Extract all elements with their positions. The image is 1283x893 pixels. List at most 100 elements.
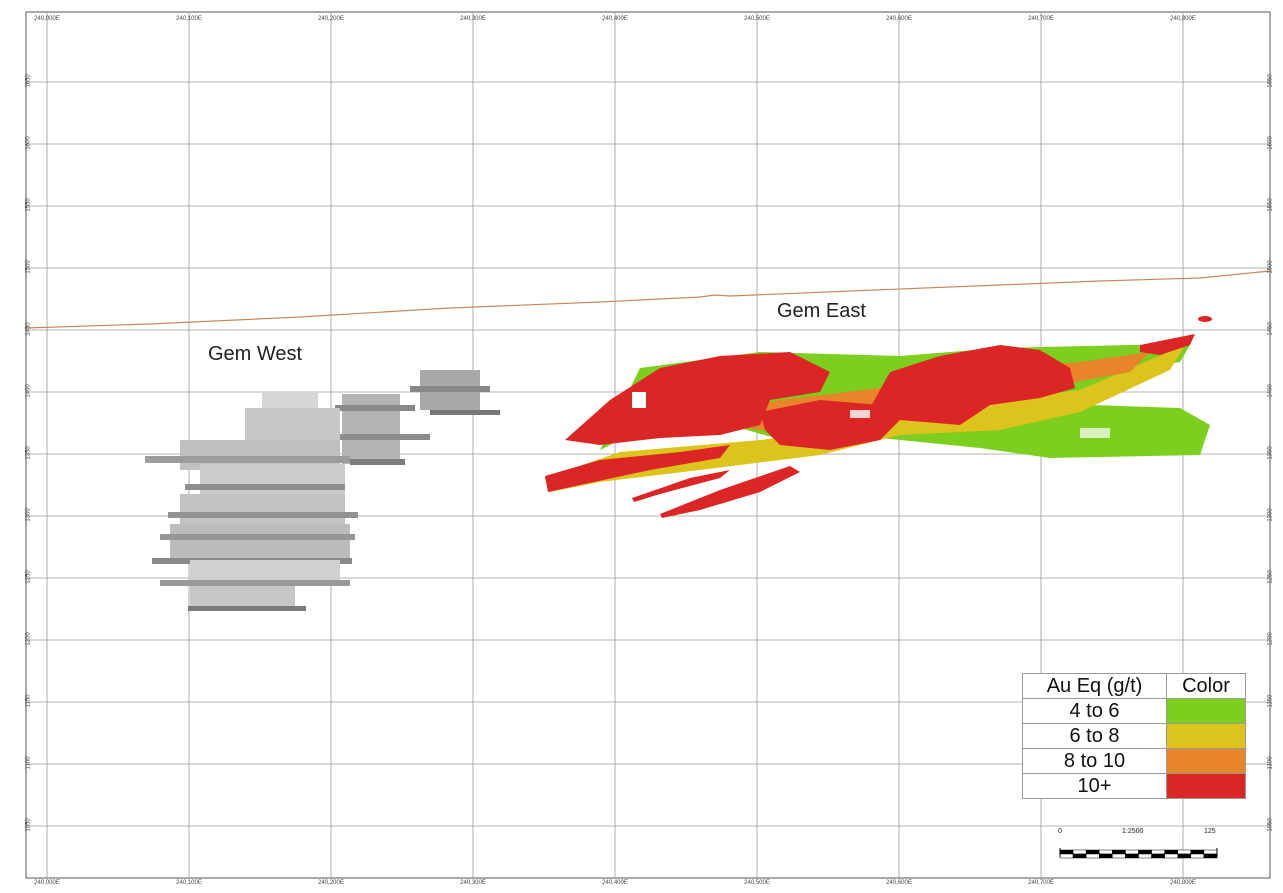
scale-segment [1099, 849, 1113, 855]
grade-10plus-zone [870, 345, 1075, 425]
scale-segment [1072, 853, 1087, 859]
scale-segment [1099, 853, 1113, 859]
grade-10plus-zone [1198, 316, 1212, 322]
scale-segment [1164, 853, 1178, 859]
left-tick-label: 1150 [25, 694, 32, 708]
top-tick-label: 240,300E [460, 16, 486, 22]
scale-bar-graphic [1059, 848, 1218, 859]
scale-segment [1190, 849, 1205, 855]
left-tick-label: 1500 [25, 260, 32, 274]
scale-end-label: 125 [1204, 828, 1216, 835]
grade-legend: Au Eq (g/t) Color 4 to 6 6 to 8 8 to 10 … [1022, 673, 1246, 799]
scale-segment [1125, 849, 1139, 855]
block [430, 410, 500, 415]
block [168, 512, 358, 518]
left-tick-label: 1100 [25, 756, 32, 770]
left-tick-label: 1300 [25, 508, 32, 522]
top-tick-label: 240,100E [176, 16, 202, 22]
left-tick-label: 1650 [25, 74, 32, 88]
legend-row-label: 4 to 6 [1022, 698, 1167, 724]
top-tick-label: 240,000E [34, 16, 60, 22]
block [160, 534, 355, 540]
block [190, 560, 340, 582]
scale-segment [1151, 849, 1165, 855]
right-tick-label: 1450 [1267, 322, 1274, 336]
right-tick-label: 1050 [1267, 818, 1274, 832]
scale-segment [1112, 849, 1126, 855]
left-tick-label: 1350 [25, 446, 32, 460]
right-tick-label: 1250 [1267, 570, 1274, 584]
scale-segment [1151, 853, 1165, 859]
right-tick-label: 1550 [1267, 198, 1274, 212]
gap [632, 392, 646, 408]
top-tick-label: 240,600E [886, 16, 912, 22]
legend-header: Au Eq (g/t) Color [1022, 673, 1246, 699]
grid-lines [26, 12, 1270, 878]
gem-east-grade-shells [545, 316, 1212, 518]
legend-row: 8 to 10 [1022, 748, 1246, 774]
right-tick-label: 1300 [1267, 508, 1274, 522]
scale-segment [1059, 849, 1074, 855]
legend-row: 6 to 8 [1022, 723, 1246, 749]
right-tick-label: 1650 [1267, 74, 1274, 88]
gap [1080, 428, 1110, 438]
block [170, 524, 350, 558]
gem-west-label: Gem West [208, 343, 303, 365]
legend-row: 4 to 6 [1022, 698, 1246, 724]
scale-segment [1138, 853, 1152, 859]
top-tick-label: 240,700E [1028, 16, 1054, 22]
legend-header-color: Color [1166, 673, 1246, 699]
scale-segment [1203, 853, 1218, 859]
block [410, 386, 490, 392]
block [188, 606, 306, 611]
top-tick-label: 240,200E [318, 16, 344, 22]
scale-segment [1138, 849, 1152, 855]
scale-segment [1203, 849, 1218, 855]
legend-row-label: 8 to 10 [1022, 748, 1167, 774]
top-tick-label: 240,400E [602, 16, 628, 22]
grade-10plus-zone [1140, 334, 1195, 355]
left-tick-label: 1250 [25, 570, 32, 584]
right-tick-label: 1350 [1267, 446, 1274, 460]
bottom-tick-label: 240,200E [318, 880, 344, 886]
left-tick-label: 1200 [25, 632, 32, 646]
legend-swatch [1166, 723, 1246, 749]
gap [850, 410, 870, 418]
top-tick-label: 240,800E [1170, 16, 1196, 22]
block [342, 394, 400, 464]
scale-segment [1177, 853, 1192, 859]
bottom-tick-label: 240,300E [460, 880, 486, 886]
scale-mid-label: 1:2500 [1122, 828, 1144, 835]
block [190, 586, 295, 608]
left-tick-label: 1550 [25, 198, 32, 212]
legend-header-grade: Au Eq (g/t) [1022, 673, 1167, 699]
block [160, 580, 350, 586]
grade-10plus-zone [565, 352, 830, 445]
scale-segment [1085, 849, 1100, 855]
right-tick-label: 1200 [1267, 632, 1274, 646]
block [350, 459, 405, 465]
left-tick-label: 1450 [25, 322, 32, 336]
right-tick-label: 1600 [1267, 136, 1274, 150]
scale-segment [1125, 853, 1139, 859]
right-tick-label: 1150 [1267, 694, 1274, 708]
right-tick-label: 1100 [1267, 756, 1274, 770]
block [145, 456, 350, 463]
legend-row: 10+ [1022, 773, 1246, 799]
scale-segment [1190, 853, 1205, 859]
bottom-tick-label: 240,800E [1170, 880, 1196, 886]
scale-start-label: 0 [1058, 828, 1062, 835]
legend-row-label: 6 to 8 [1022, 723, 1167, 749]
block [340, 434, 430, 440]
top-tick-label: 240,500E [744, 16, 770, 22]
right-tick-label: 1400 [1267, 384, 1274, 398]
grade-10plus-zone [632, 470, 730, 502]
legend-row-label: 10+ [1022, 773, 1167, 799]
scale-segment [1072, 849, 1087, 855]
grade-10plus-zone [545, 445, 730, 492]
left-tick-label: 1400 [25, 384, 32, 398]
legend-swatch [1166, 773, 1246, 799]
right-tick-label: 1500 [1267, 260, 1274, 274]
bottom-tick-label: 240,700E [1028, 880, 1054, 886]
